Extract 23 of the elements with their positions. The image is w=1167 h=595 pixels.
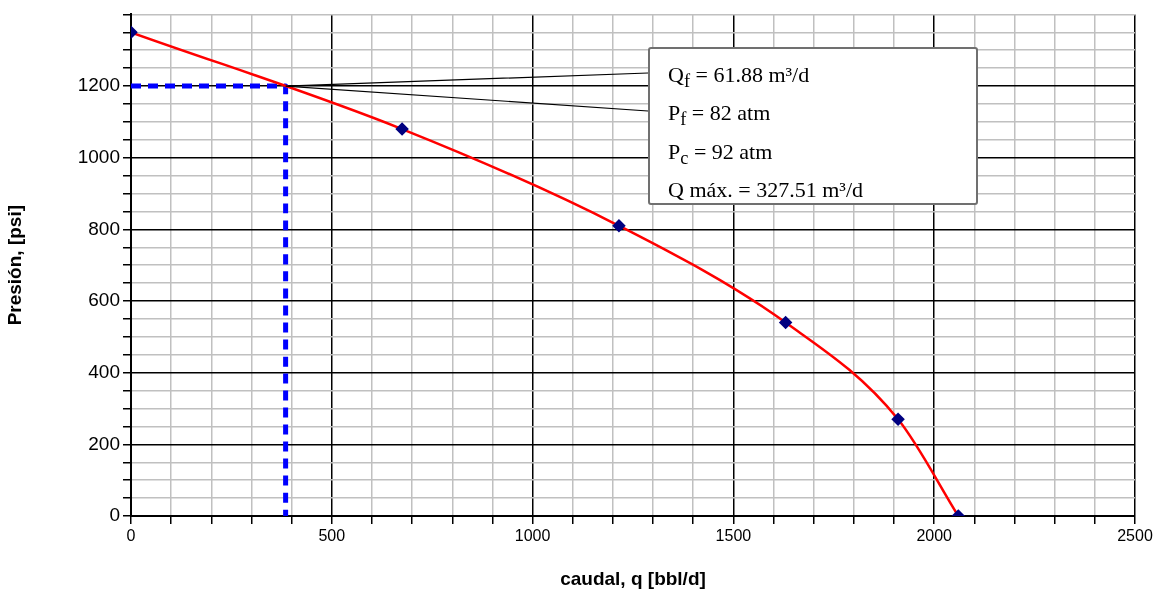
y-tick-label: 800	[88, 217, 120, 239]
y-tick-label: 0	[109, 504, 120, 526]
x-tick-label: 2000	[916, 527, 953, 545]
point	[891, 413, 905, 426]
x-tick-label: 2500	[1117, 527, 1153, 545]
point	[395, 122, 409, 136]
y-tick-label: 1000	[77, 145, 120, 167]
x-tick-label: 500	[318, 527, 346, 545]
annotation: Q máx. = 327.51 m³/d	[668, 176, 864, 205]
y-tick-label: 200	[88, 432, 120, 454]
x-axis-title: caudal, q [bbl/d]	[560, 567, 706, 589]
point	[779, 316, 792, 329]
x-tick-label: 0	[126, 527, 136, 545]
y-tick-label: 400	[88, 360, 120, 382]
y-tick-label: 600	[88, 289, 120, 311]
annotation: Q$_{f}$ = 61.88 m³/d	[668, 61, 811, 94]
annotation: P$_{f}$ = 82 atm	[668, 99, 772, 132]
y-axis-title: Presión, [psi]	[3, 205, 25, 326]
annotation: P$_{c}$ = 92 atm	[668, 137, 774, 171]
x-tick-label: 1000	[514, 527, 551, 545]
x-tick-label: 1500	[715, 527, 752, 545]
point	[612, 219, 626, 233]
y-tick-label: 1200	[77, 74, 120, 96]
